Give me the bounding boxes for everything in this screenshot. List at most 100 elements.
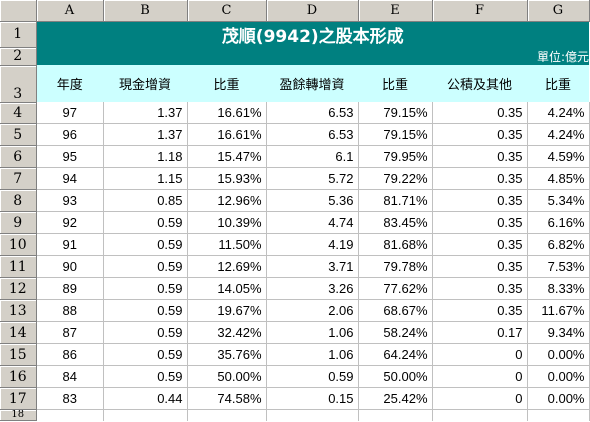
table-cell[interactable]: 9.34% bbox=[527, 321, 590, 344]
table-cell[interactable]: 68.67% bbox=[358, 299, 433, 322]
table-cell[interactable]: 0.35 bbox=[432, 145, 528, 168]
table-cell[interactable]: 0.59 bbox=[103, 211, 188, 234]
row-header[interactable]: 2 bbox=[0, 47, 37, 66]
table-cell[interactable]: 0.00% bbox=[527, 365, 590, 388]
table-cell[interactable]: 12.96% bbox=[187, 189, 267, 212]
table-cell[interactable]: 10.39% bbox=[187, 211, 267, 234]
table-cell[interactable]: 0.35 bbox=[432, 189, 528, 212]
row-header[interactable]: 8 bbox=[0, 189, 37, 212]
table-cell[interactable]: 83.45% bbox=[358, 211, 433, 234]
table-cell[interactable]: 0.85 bbox=[103, 189, 188, 212]
column-header-a[interactable]: A bbox=[36, 0, 104, 22]
table-cell[interactable]: 81.68% bbox=[358, 233, 433, 256]
cell[interactable] bbox=[266, 409, 359, 421]
column-header-c[interactable]: C bbox=[187, 0, 267, 22]
table-cell[interactable]: 6.53 bbox=[266, 102, 359, 124]
table-cell[interactable]: 11.67% bbox=[527, 299, 590, 322]
table-cell[interactable]: 58.24% bbox=[358, 321, 433, 344]
table-cell[interactable]: 14.05% bbox=[187, 277, 267, 300]
header-year[interactable]: 年度 bbox=[36, 65, 103, 102]
row-header[interactable]: 12 bbox=[0, 277, 37, 300]
table-cell[interactable]: 91 bbox=[36, 233, 104, 256]
table-cell[interactable]: 4.24% bbox=[527, 123, 590, 146]
table-cell[interactable]: 0.44 bbox=[103, 387, 188, 410]
column-header-f[interactable]: F bbox=[432, 0, 528, 22]
table-cell[interactable]: 0.15 bbox=[266, 387, 359, 410]
table-cell[interactable]: 97 bbox=[36, 102, 104, 124]
table-cell[interactable]: 94 bbox=[36, 167, 104, 190]
table-cell[interactable]: 8.33% bbox=[527, 277, 590, 300]
table-cell[interactable]: 0.59 bbox=[103, 343, 188, 366]
row-header[interactable]: 17 bbox=[0, 387, 37, 410]
table-cell[interactable]: 1.06 bbox=[266, 321, 359, 344]
cell[interactable] bbox=[36, 409, 104, 421]
table-cell[interactable]: 74.58% bbox=[187, 387, 267, 410]
table-cell[interactable]: 15.93% bbox=[187, 167, 267, 190]
row-header[interactable]: 6 bbox=[0, 145, 37, 168]
header-reserve-other[interactable]: 公積及其他 bbox=[432, 65, 527, 102]
table-cell[interactable]: 64.24% bbox=[358, 343, 433, 366]
table-cell[interactable]: 4.85% bbox=[527, 167, 590, 190]
table-cell[interactable]: 77.62% bbox=[358, 277, 433, 300]
table-cell[interactable]: 0 bbox=[432, 387, 528, 410]
row-header[interactable]: 5 bbox=[0, 123, 37, 146]
row-header[interactable]: 4 bbox=[0, 102, 37, 124]
table-cell[interactable]: 0.59 bbox=[266, 365, 359, 388]
column-header-d[interactable]: D bbox=[266, 0, 359, 22]
table-cell[interactable]: 0.59 bbox=[103, 299, 188, 322]
table-cell[interactable]: 0 bbox=[432, 343, 528, 366]
row-header[interactable]: 13 bbox=[0, 299, 37, 322]
table-cell[interactable]: 16.61% bbox=[187, 102, 267, 124]
table-cell[interactable]: 5.34% bbox=[527, 189, 590, 212]
table-cell[interactable]: 5.72 bbox=[266, 167, 359, 190]
table-cell[interactable]: 92 bbox=[36, 211, 104, 234]
row-header[interactable]: 16 bbox=[0, 365, 37, 388]
table-cell[interactable]: 83 bbox=[36, 387, 104, 410]
table-cell[interactable]: 15.47% bbox=[187, 145, 267, 168]
table-cell[interactable]: 0.35 bbox=[432, 211, 528, 234]
column-header-e[interactable]: E bbox=[358, 0, 433, 22]
row-header[interactable]: 18 bbox=[0, 409, 37, 421]
table-cell[interactable]: 0.00% bbox=[527, 387, 590, 410]
table-cell[interactable]: 0.59 bbox=[103, 365, 188, 388]
table-cell[interactable]: 0.35 bbox=[432, 255, 528, 278]
table-cell[interactable]: 1.06 bbox=[266, 343, 359, 366]
table-cell[interactable]: 12.69% bbox=[187, 255, 267, 278]
table-cell[interactable]: 25.42% bbox=[358, 387, 433, 410]
header-earnings-capital[interactable]: 盈餘轉增資 bbox=[266, 65, 358, 102]
table-cell[interactable]: 79.15% bbox=[358, 102, 433, 124]
table-cell[interactable]: 90 bbox=[36, 255, 104, 278]
table-cell[interactable]: 4.59% bbox=[527, 145, 590, 168]
column-header-g[interactable]: G bbox=[527, 0, 590, 22]
table-cell[interactable]: 3.26 bbox=[266, 277, 359, 300]
row-header[interactable]: 10 bbox=[0, 233, 37, 256]
table-cell[interactable]: 93 bbox=[36, 189, 104, 212]
sheet-title[interactable]: 茂順(9942)之股本形成 bbox=[36, 21, 589, 47]
table-cell[interactable]: 4.24% bbox=[527, 102, 590, 124]
table-cell[interactable]: 81.71% bbox=[358, 189, 433, 212]
table-cell[interactable]: 79.78% bbox=[358, 255, 433, 278]
table-cell[interactable]: 1.15 bbox=[103, 167, 188, 190]
table-cell[interactable]: 6.82% bbox=[527, 233, 590, 256]
header-cash-capital[interactable]: 現金增資 bbox=[103, 65, 187, 102]
table-cell[interactable]: 87 bbox=[36, 321, 104, 344]
column-header-b[interactable]: B bbox=[103, 0, 188, 22]
table-cell[interactable]: 84 bbox=[36, 365, 104, 388]
table-cell[interactable]: 35.76% bbox=[187, 343, 267, 366]
table-cell[interactable]: 0 bbox=[432, 365, 528, 388]
table-cell[interactable]: 7.53% bbox=[527, 255, 590, 278]
cell[interactable] bbox=[103, 409, 188, 421]
row-header[interactable]: 14 bbox=[0, 321, 37, 344]
table-cell[interactable]: 50.00% bbox=[187, 365, 267, 388]
cell[interactable] bbox=[432, 409, 528, 421]
table-cell[interactable]: 50.00% bbox=[358, 365, 433, 388]
table-cell[interactable]: 0.17 bbox=[432, 321, 528, 344]
table-cell[interactable]: 3.71 bbox=[266, 255, 359, 278]
table-cell[interactable]: 32.42% bbox=[187, 321, 267, 344]
select-all-corner[interactable] bbox=[0, 0, 37, 22]
table-cell[interactable]: 86 bbox=[36, 343, 104, 366]
table-cell[interactable]: 19.67% bbox=[187, 299, 267, 322]
table-cell[interactable]: 4.19 bbox=[266, 233, 359, 256]
cell[interactable] bbox=[527, 409, 590, 421]
